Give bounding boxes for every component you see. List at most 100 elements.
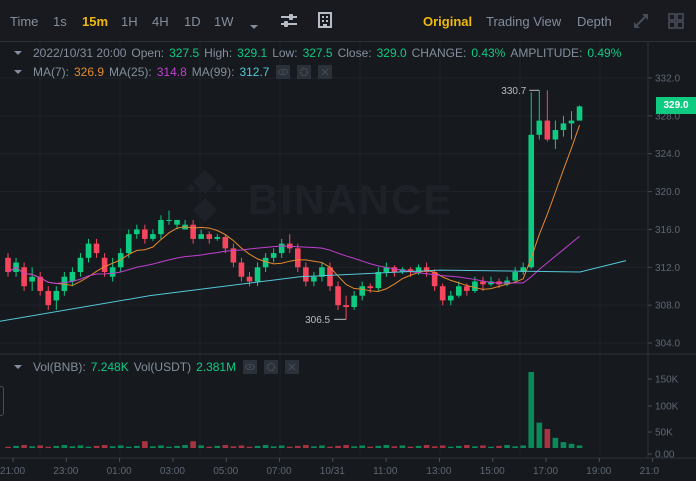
volume-bar: [5, 446, 11, 448]
interval-tab-1s[interactable]: 1s: [53, 14, 67, 29]
candle: [262, 257, 269, 268]
time-axis-tick: 21:0: [640, 466, 660, 477]
candle: [101, 257, 108, 273]
interval-tab-1d[interactable]: 1D: [184, 14, 201, 29]
candle: [109, 267, 116, 277]
gear-icon[interactable]: [264, 360, 279, 374]
candle: [407, 269, 414, 273]
candle: [504, 280, 510, 285]
view-tab-trading-view[interactable]: Trading View: [486, 14, 562, 29]
volume-bar: [286, 446, 293, 448]
candle: [134, 229, 140, 235]
vol-bnb-label: Vol(BNB):: [33, 360, 86, 374]
grid-layout-icon[interactable]: [668, 13, 684, 34]
view-tab-depth[interactable]: Depth: [577, 14, 612, 29]
collapse-caret-icon[interactable]: [14, 51, 22, 55]
candle: [174, 219, 180, 225]
volume-bar: [166, 446, 172, 448]
collapse-caret-icon[interactable]: [14, 365, 22, 369]
candle: [576, 106, 583, 121]
ma7-label: MA(7):: [33, 65, 69, 79]
gear-icon[interactable]: [297, 65, 312, 79]
high-label: High:: [204, 46, 233, 60]
volume-bar: [134, 445, 140, 448]
interval-tab-15m[interactable]: 15m: [82, 14, 109, 29]
time-axis-tick: 19:00: [586, 466, 611, 477]
volume-bar: [464, 445, 470, 448]
candle: [512, 272, 518, 281]
candle: [21, 267, 27, 287]
layout-grid-icon[interactable]: [318, 12, 332, 34]
candle: [5, 257, 11, 273]
interval-tab-4h[interactable]: 4H: [152, 14, 169, 29]
close-icon[interactable]: [318, 65, 333, 79]
volume-bar: [576, 445, 583, 448]
candle: [254, 267, 261, 282]
indicator-settings-icon[interactable]: [280, 13, 298, 33]
volume-bar: [150, 446, 156, 448]
interval-tab-1h[interactable]: 1H: [121, 14, 138, 29]
price-axis-tick: 304.0: [655, 339, 680, 350]
current-price-tag: 329.0: [656, 97, 696, 114]
volume-bar: [37, 445, 43, 448]
candle: [359, 286, 365, 296]
volume-bar: [447, 446, 454, 448]
vol-usdt-value: 2.381M: [196, 360, 237, 374]
time-axis-tick: 05:00: [213, 466, 238, 477]
close-icon[interactable]: [285, 360, 300, 374]
volume-bar: [456, 445, 462, 448]
panel-resize-handle[interactable]: [0, 386, 4, 416]
volume-bar: [303, 445, 309, 448]
vol-usdt-label: Vol(USDT): [133, 360, 192, 374]
candle: [270, 253, 277, 258]
volume-bar: [158, 445, 164, 448]
candle: [150, 234, 156, 239]
volume-bar: [319, 445, 325, 448]
candle: [53, 290, 60, 301]
candle: [166, 219, 172, 221]
volume-bar: [21, 445, 27, 448]
more-intervals-caret-icon[interactable]: [249, 17, 259, 35]
eye-icon[interactable]: [276, 65, 291, 79]
volume-bar: [568, 443, 575, 448]
volume-bar: [311, 446, 317, 448]
candle: [480, 281, 486, 285]
volume-bar: [528, 372, 535, 448]
open-label: Open:: [131, 46, 165, 60]
binance-watermark: BINANCE: [187, 170, 453, 223]
open-value: 327.5: [169, 46, 200, 60]
volume-bar: [182, 445, 188, 448]
candle: [560, 123, 567, 131]
fullscreen-expand-icon[interactable]: [633, 13, 649, 34]
candle: [536, 120, 543, 135]
collapse-caret-icon[interactable]: [14, 70, 22, 74]
toolbar: Time 1s 15m 1H 4H 1D 1W Original Trading View De…: [0, 0, 696, 42]
candle: [238, 262, 245, 277]
volume-bar: [53, 445, 60, 448]
candle: [351, 295, 357, 308]
volume-bar: [343, 445, 349, 448]
candle: [77, 257, 84, 273]
change-value: 0.43%: [471, 46, 506, 60]
high-value: 329.1: [237, 46, 268, 60]
candle: [375, 272, 382, 289]
vol-bnb-value: 7.248K: [90, 360, 129, 374]
interval-tab-time[interactable]: Time: [10, 14, 39, 29]
volume-bar: [222, 445, 229, 448]
candle: [125, 234, 132, 254]
change-label: CHANGE:: [411, 46, 467, 60]
candle-date: 2022/10/31 20:00: [33, 46, 127, 60]
candle: [319, 267, 325, 277]
svg-text:BINANCE: BINANCE: [248, 176, 453, 223]
candle: [343, 305, 349, 308]
interval-tab-1w[interactable]: 1W: [214, 14, 234, 29]
volume-bar: [544, 429, 551, 448]
candle: [447, 295, 454, 301]
time-axis-tick: 17:00: [533, 466, 558, 477]
volume-bar: [480, 445, 486, 448]
eye-icon[interactable]: [243, 360, 258, 374]
view-tab-original[interactable]: Original: [423, 14, 473, 29]
volume-bar: [375, 445, 382, 448]
volume-bar: [254, 445, 261, 448]
